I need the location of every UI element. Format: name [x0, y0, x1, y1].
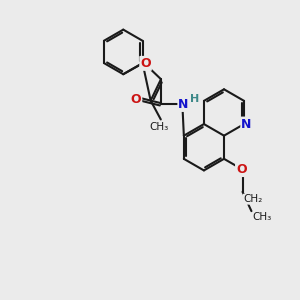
Text: O: O — [131, 93, 141, 106]
Text: CH₂: CH₂ — [243, 194, 262, 204]
Text: CH₃: CH₃ — [150, 122, 169, 132]
Text: O: O — [140, 57, 151, 70]
Text: CH₃: CH₃ — [252, 212, 271, 222]
Text: H: H — [190, 94, 200, 104]
Text: N: N — [178, 98, 189, 111]
Text: O: O — [236, 163, 247, 176]
Text: N: N — [241, 118, 252, 130]
